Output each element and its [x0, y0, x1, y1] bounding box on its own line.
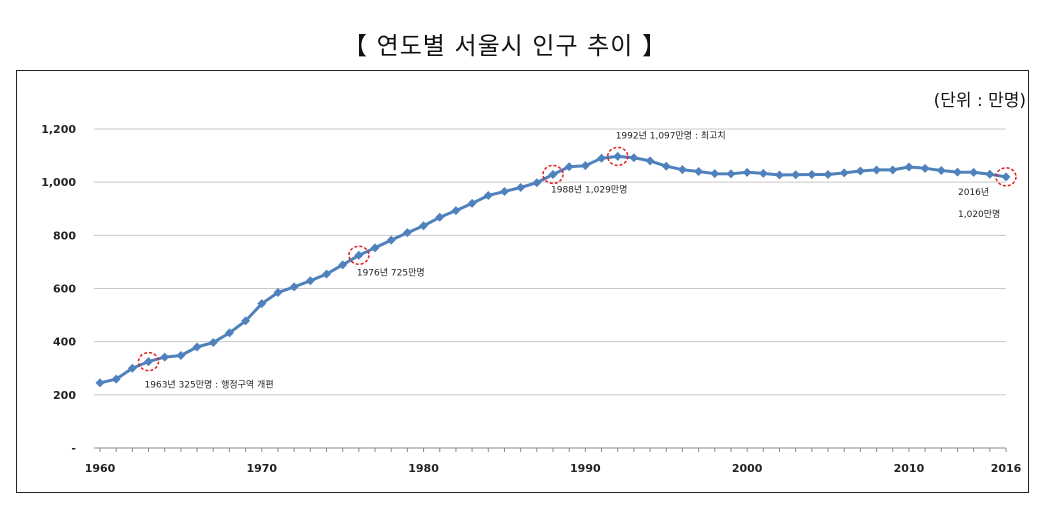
data-point [872, 165, 882, 175]
data-point [1001, 172, 1011, 182]
data-point [499, 186, 509, 196]
y-tick-label: 600 [53, 283, 76, 296]
data-point [758, 168, 768, 178]
data-point [904, 162, 914, 172]
data-point [224, 328, 234, 338]
data-point [257, 299, 267, 309]
highlight-circle [348, 245, 370, 266]
annotation-label: 1976년 725만명 [357, 267, 425, 278]
data-point [807, 169, 817, 179]
annotation-label: 2016년 [958, 187, 989, 198]
data-point [516, 182, 526, 192]
annotation-label: 1,020만명 [958, 209, 1000, 220]
data-point [564, 162, 574, 172]
data-point [936, 165, 946, 175]
y-tick-label: 200 [53, 389, 76, 402]
data-point [952, 167, 962, 177]
data-point [483, 190, 493, 200]
x-tick-label: 1980 [408, 462, 439, 475]
annotation-label: 1992년 1,097만명 : 최고치 [616, 129, 726, 141]
annotation-label: 1988년 1,029만명 [551, 184, 627, 195]
data-point [532, 178, 542, 188]
y-tick-label: 400 [53, 336, 76, 349]
data-point [580, 161, 590, 171]
data-point [726, 169, 736, 179]
data-point [354, 250, 364, 260]
data-point [791, 170, 801, 180]
data-point [208, 337, 218, 347]
highlight-circle [995, 167, 1017, 187]
data-point [742, 167, 752, 177]
x-tick-label: 2016 [991, 462, 1022, 475]
x-tick-label: 1970 [246, 462, 277, 475]
data-point [597, 153, 607, 163]
unit-label: (단위 : 만명) [933, 91, 1026, 111]
data-point [451, 206, 461, 216]
data-point [775, 170, 784, 180]
chart-frame [16, 70, 1029, 493]
data-point [95, 378, 105, 388]
data-point [370, 243, 380, 253]
data-point [613, 151, 623, 161]
data-point [855, 166, 865, 176]
data-point [710, 169, 720, 179]
x-tick-label: 2010 [894, 462, 925, 475]
data-point [823, 169, 833, 179]
data-point [839, 168, 849, 178]
x-tick-label: 2000 [732, 462, 763, 475]
data-point [419, 221, 429, 231]
annotation-label: 1963년 325만명 : 행정구역 개편 [145, 379, 274, 391]
data-point [322, 269, 331, 279]
data-point [677, 165, 687, 175]
data-point [661, 161, 671, 171]
data-point [127, 363, 137, 373]
x-tick-label: 1990 [570, 462, 601, 475]
data-point [645, 156, 655, 166]
highlight-circle [542, 164, 564, 185]
data-point [192, 342, 202, 352]
data-point [548, 169, 558, 179]
data-point [888, 165, 898, 175]
highlight-circle [606, 146, 629, 167]
data-point [305, 276, 315, 286]
data-point [241, 316, 251, 326]
y-tick-label: 1,000 [41, 176, 76, 189]
data-point [111, 374, 121, 384]
data-point [985, 169, 995, 179]
data-point [386, 235, 396, 245]
y-tick-label: - [71, 442, 76, 455]
data-point [435, 212, 445, 222]
highlight-circle [137, 351, 160, 372]
page-title: 【 연도별 서울시 인구 추이 】 [343, 32, 667, 60]
data-point [920, 163, 930, 173]
data-point [969, 167, 979, 177]
data-point [289, 282, 299, 292]
data-point [467, 198, 477, 208]
data-point [338, 260, 348, 270]
data-point [176, 350, 186, 360]
x-tick-label: 1960 [85, 462, 116, 475]
y-tick-label: 1,200 [41, 123, 76, 136]
data-point [402, 228, 412, 238]
data-point [694, 167, 704, 177]
data-point [144, 357, 154, 367]
data-point [629, 153, 639, 163]
data-point [160, 352, 170, 362]
data-point [273, 287, 283, 297]
y-tick-label: 800 [53, 229, 76, 242]
